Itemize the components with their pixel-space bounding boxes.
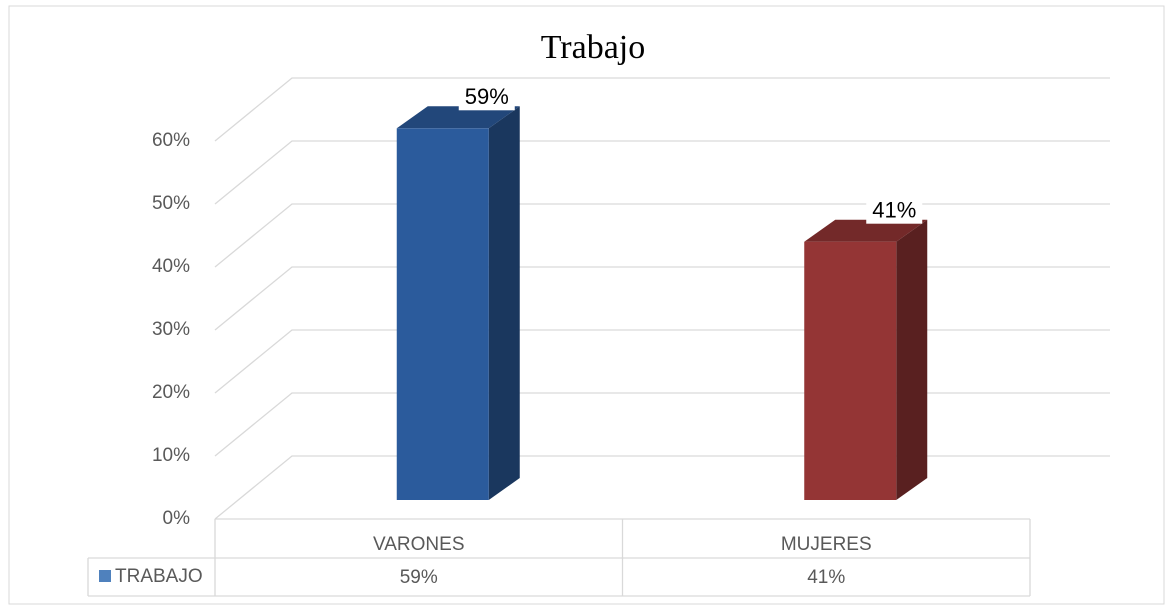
bar-top [396, 106, 520, 129]
data-label-bg [458, 84, 515, 111]
bar [396, 106, 520, 501]
grid-line [214, 77, 1110, 142]
data-label: 59% [465, 84, 509, 109]
bar [804, 219, 928, 500]
x-tick-label: MUJERES [781, 534, 872, 555]
bar-top [804, 219, 928, 242]
y-tick-label: 20% [152, 382, 190, 403]
bar-front [804, 241, 897, 500]
legend-key [99, 570, 111, 582]
table-value: 41% [807, 567, 845, 588]
chart-title: Trabajo [541, 29, 646, 66]
bar-side [488, 106, 520, 501]
grid-line [214, 140, 1110, 205]
grid-line [214, 203, 1110, 268]
data-label-bg [866, 197, 923, 224]
y-tick-label: 50% [152, 193, 190, 214]
data-label: 41% [872, 198, 916, 223]
y-tick-label: 0% [163, 508, 191, 529]
y-tick-label: 10% [152, 445, 190, 466]
y-tick-label: 30% [152, 319, 190, 340]
table-value: 59% [400, 567, 438, 588]
chart-border [8, 5, 1165, 605]
y-tick-label: 60% [152, 130, 190, 151]
bar-side [896, 219, 928, 500]
x-tick-label: VARONES [373, 534, 465, 555]
bar-front [396, 128, 489, 501]
y-tick-label: 40% [152, 256, 190, 277]
legend-label: TRABAJO [115, 566, 203, 587]
